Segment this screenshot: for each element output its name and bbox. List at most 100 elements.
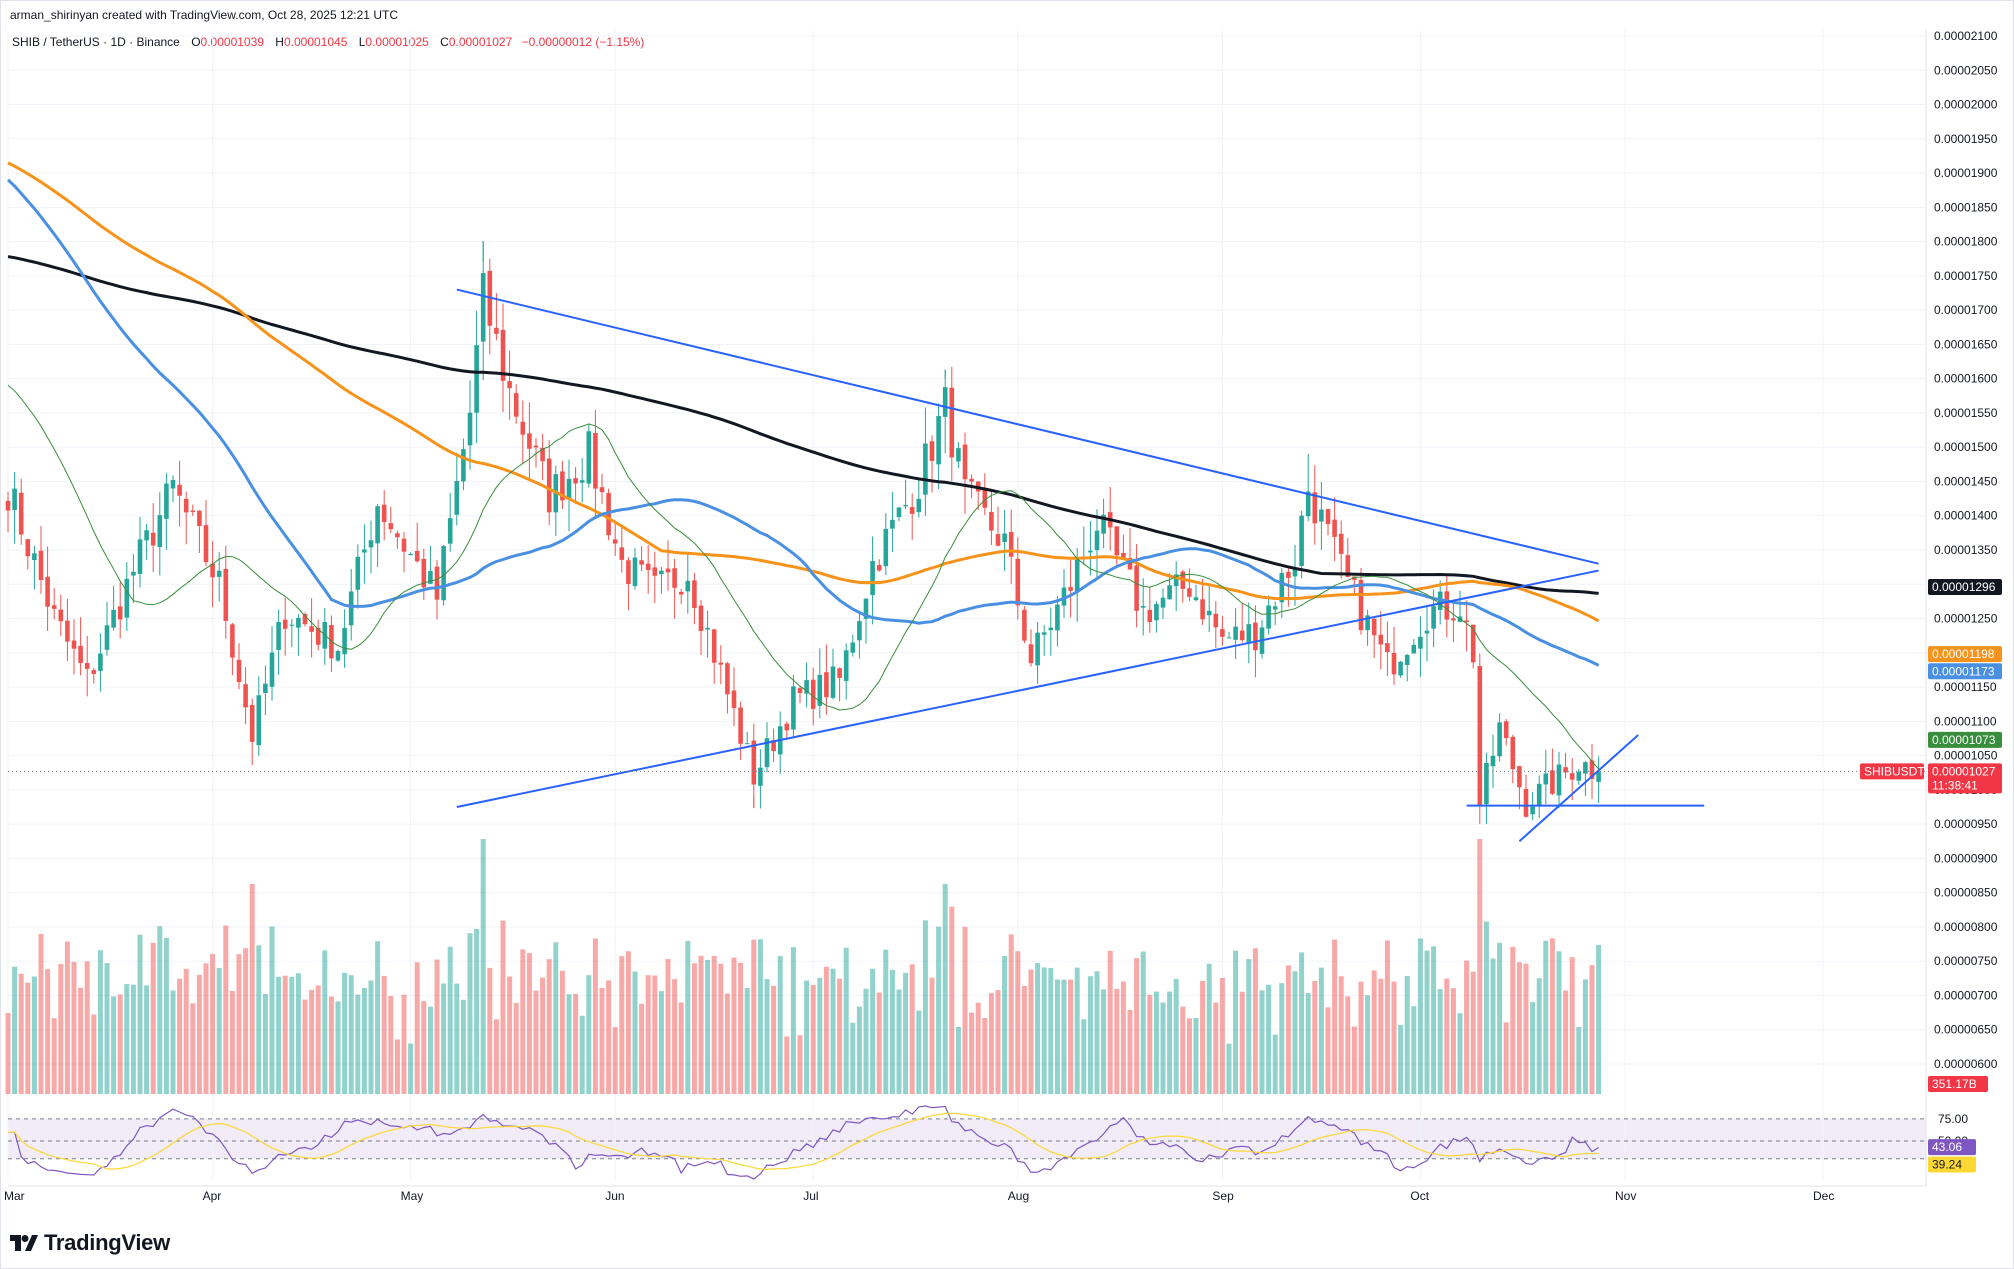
volume-bar [513, 1003, 519, 1094]
time-axis[interactable]: Mar Apr May Jun Jul Aug Sep Oct Nov Dec [4, 1189, 1834, 1203]
candle-body [71, 640, 77, 649]
volume-bar [480, 839, 486, 1094]
candle-body [236, 659, 242, 683]
candle-body [1167, 585, 1172, 600]
volume-bar [427, 1006, 433, 1094]
volume-bar [368, 980, 374, 1094]
candle-body [91, 670, 97, 674]
candle-body [1206, 610, 1212, 616]
candle-body [1523, 789, 1529, 817]
candle-body [1484, 762, 1489, 805]
symbol-title[interactable]: SHIB / TetherUS · 1D · Binance [12, 35, 180, 49]
candle-body [1517, 766, 1522, 788]
candle-body [381, 504, 387, 523]
volume-bar [1497, 942, 1503, 1094]
candle-body [1312, 492, 1318, 524]
candle-body [150, 532, 156, 546]
volume-bar [757, 939, 763, 1094]
volume-bar [467, 933, 473, 1094]
volume-bar [1530, 1002, 1536, 1094]
candle-body [1589, 760, 1595, 779]
volume-bar [949, 906, 955, 1094]
volume-bar [394, 1039, 400, 1094]
price-tick-label: 0.00001550 [1934, 406, 1998, 420]
candle-body [12, 488, 17, 510]
volume-bar [1160, 1002, 1166, 1094]
volume-bar [157, 926, 163, 1094]
candle-body [342, 627, 347, 655]
symbol-tag [1860, 763, 1924, 780]
volume-bar [1569, 957, 1575, 1094]
volume-bar [1305, 993, 1311, 1094]
candle-body [203, 525, 209, 563]
volume-bar [236, 954, 242, 1094]
open-value: 0.00001039 [200, 35, 264, 49]
volume-bar [1596, 944, 1602, 1094]
candle-body [18, 492, 24, 535]
volume-bar [375, 941, 381, 1094]
volume-bar [1358, 981, 1364, 1094]
candle-body [711, 629, 717, 663]
candle-body [566, 478, 572, 500]
price-tag-value: 0.00001173 [1932, 664, 1995, 678]
open-label: O [191, 35, 201, 49]
volume-bar [1200, 980, 1206, 1094]
volume-bar [1536, 978, 1542, 1094]
ascending-support-line [456, 569, 1599, 808]
candle-body [540, 447, 545, 462]
volume-bar [474, 928, 480, 1094]
time-tick-label: Jun [605, 1189, 624, 1203]
candle-body [210, 563, 215, 578]
candle-body [698, 605, 704, 632]
volume-bar [678, 1002, 684, 1094]
volume-bar [1081, 1019, 1087, 1094]
candle-body [573, 478, 578, 484]
candle-body [744, 743, 750, 745]
candle-body [1292, 567, 1298, 577]
time-tick-label: May [401, 1189, 424, 1203]
volume-bar [810, 985, 816, 1094]
volume-bar [1450, 988, 1456, 1094]
volume-bar [790, 947, 796, 1094]
volume-bar [203, 963, 209, 1094]
candle-body [513, 393, 519, 417]
volume-bar [434, 959, 440, 1094]
candle-body [923, 443, 928, 495]
volume-bar [995, 990, 1001, 1094]
volume-tag [1928, 1076, 1988, 1092]
volume-bar [1378, 978, 1384, 1094]
candle-body [593, 432, 598, 489]
symbol-tag-label: SHIBUSDT [1864, 764, 1925, 778]
candle-body [1279, 573, 1285, 603]
price-axis[interactable]: 0.00002100 0.00002050 0.00002000 0.00001950… [1934, 29, 1998, 1071]
volume-bar [58, 963, 64, 1094]
ma-20-line [7, 384, 1599, 770]
candle-body [263, 683, 268, 694]
candle-body [962, 444, 968, 480]
volume-bar [632, 971, 638, 1094]
candle-body [857, 621, 862, 641]
high-value: 0.00001045 [283, 35, 348, 49]
volume-bar [916, 1010, 922, 1094]
trendlines[interactable] [8, 288, 1926, 843]
volume-bar [1510, 946, 1516, 1094]
candle-body [256, 695, 262, 746]
candle-body [1160, 597, 1166, 608]
candle-body [1371, 618, 1377, 636]
volume-bar [1365, 995, 1371, 1094]
rsi-upper-label: 75.00 [1938, 1112, 1968, 1126]
candle-body [784, 723, 790, 731]
price-tick-label: 0.00001350 [1934, 543, 1998, 557]
candle-body [579, 480, 585, 483]
tradingview-logo[interactable]: TradingView [10, 1230, 170, 1256]
candle-body [447, 518, 453, 544]
ma-100-line [7, 161, 1600, 623]
volume-bar [1239, 991, 1245, 1094]
volume-bar [1384, 940, 1390, 1094]
volume-bar [1556, 951, 1562, 1094]
volume-bar [817, 977, 823, 1094]
volume-bar [78, 987, 84, 1094]
volume-bar [1035, 962, 1041, 1094]
candle-body [1352, 576, 1357, 580]
